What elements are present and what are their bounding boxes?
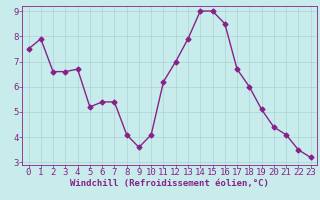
X-axis label: Windchill (Refroidissement éolien,°C): Windchill (Refroidissement éolien,°C) xyxy=(70,179,269,188)
